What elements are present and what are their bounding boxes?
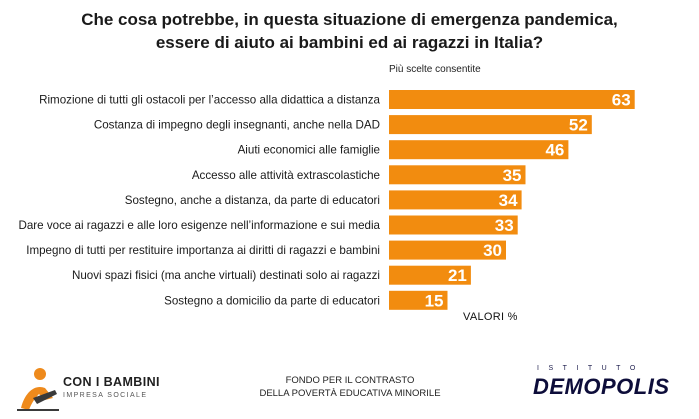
chart-title-line-1: Che cosa potrebbe, in questa situazione … [81, 10, 618, 29]
reading-child-icon [17, 368, 59, 411]
category-label: Accesso alle attività extrascolastiche [192, 169, 380, 182]
bar [389, 90, 635, 109]
con-i-bambini-logo: CON I BAMBINI IMPRESA SOCIALE [15, 364, 185, 414]
bar-value-label: 15 [425, 291, 444, 310]
istituto-label: ISTITUTO [537, 365, 645, 372]
bar-value-label: 63 [612, 91, 631, 110]
chart-title-line-2: essere di aiuto ai bambini ed ai ragazzi… [155, 33, 544, 52]
bar [389, 115, 592, 135]
brand-name: CON I BAMBINI [63, 375, 160, 389]
bar [389, 215, 518, 235]
bar-value-label: 30 [483, 241, 502, 260]
footer-fund-line-1: FONDO PER IL CONTRASTO [285, 375, 415, 386]
bar [389, 190, 522, 210]
bar [389, 290, 448, 310]
bar-value-label: 21 [448, 266, 467, 285]
footer-fund-text: FONDO PER IL CONTRASTO DELLA POVERTÀ EDU… [230, 374, 470, 400]
bar-value-label: 33 [495, 216, 514, 235]
category-label: Sostegno a domicilio da parte di educato… [164, 294, 380, 307]
chart-subtitle: Più scelte consentite [389, 64, 481, 75]
category-label: Rimozione di tutti gli ostacoli per l’ac… [39, 94, 380, 107]
category-label: Dare voce ai ragazzi e alle loro esigenz… [18, 219, 380, 232]
footer-fund-line-2: DELLA POVERTÀ EDUCATIVA MINORILE [259, 388, 441, 399]
bar [389, 265, 471, 285]
bar [389, 140, 569, 160]
brand-subtitle: IMPRESA SOCIALE [63, 392, 148, 399]
category-label: Aiuti economici alle famiglie [238, 144, 380, 157]
bar [389, 165, 526, 185]
bar-value-label: 46 [545, 141, 564, 160]
bar-value-label: 52 [569, 116, 588, 135]
category-label: Sostegno, anche a distanza, da parte di … [125, 194, 380, 207]
bar-value-label: 35 [503, 166, 522, 185]
demopolis-wordmark: DEMOPOLIS [533, 374, 670, 399]
demopolis-logo: ISTITUTO DEMOPOLIS [533, 363, 683, 403]
category-label: Impegno di tutti per restituire importan… [26, 244, 380, 257]
bar [389, 240, 506, 260]
category-label: Nuovi spazi fisici (ma anche virtuali) d… [72, 269, 380, 282]
bar-value-label: 34 [499, 191, 518, 210]
chart-title: Che cosa potrebbe, in questa situazione … [0, 8, 699, 54]
unit-note: VALORI % [463, 311, 518, 323]
category-label: Costanza di impegno degli insegnanti, an… [94, 119, 380, 132]
